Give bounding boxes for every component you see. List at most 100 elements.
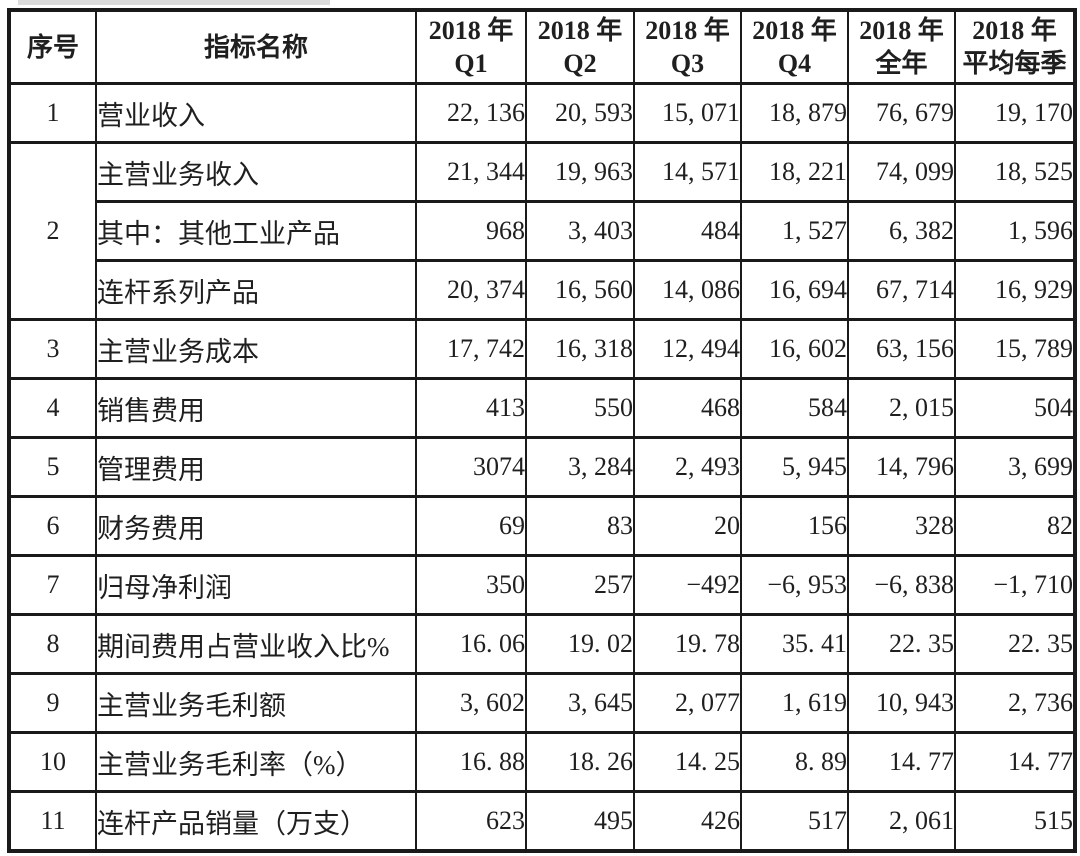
- value-cell: 584: [740, 377, 849, 439]
- header-indicator-label: 指标名称: [203, 32, 308, 62]
- value-cell: 517: [740, 790, 849, 853]
- value-cell: 515: [954, 790, 1076, 853]
- header-period-line1: 2018 年: [752, 16, 837, 45]
- value-cell: 16. 06: [415, 613, 527, 675]
- value-cell: 328: [847, 495, 956, 557]
- value-cell: 968: [415, 200, 527, 262]
- value-cell: 2, 077: [633, 672, 742, 734]
- value-cell: 16, 318: [525, 318, 635, 380]
- value-cell: 504: [954, 377, 1076, 439]
- value-cell: 3, 284: [525, 436, 635, 498]
- value-cell: 14. 77: [847, 731, 956, 793]
- value-cell: 16. 88: [415, 731, 527, 793]
- indicator-label: 管理费用: [95, 436, 417, 498]
- row-number: 6: [8, 495, 97, 557]
- value-cell: 21, 344: [415, 141, 527, 203]
- value-cell: 1, 527: [740, 200, 849, 262]
- value-cell: 69: [415, 495, 527, 557]
- table-row: 8 期间费用占营业收入比% 16. 06 19. 02 19. 78 35. 41 22. …: [8, 613, 1076, 675]
- value-cell: 3074: [415, 436, 527, 498]
- top-edge-artifact: [18, 0, 330, 5]
- header-period-q3: 2018 年 Q3: [633, 8, 742, 85]
- header-period-line1: 2018 年: [537, 16, 623, 45]
- header-period-line1: 2018 年: [972, 16, 1057, 45]
- header-period-fullyear: 2018 年 全年: [847, 8, 956, 85]
- value-cell: 3, 403: [525, 200, 635, 262]
- value-cell: 14, 086: [633, 259, 742, 321]
- indicator-label: 财务费用: [95, 495, 417, 557]
- value-cell: 3, 699: [954, 436, 1076, 498]
- value-cell: 18, 879: [740, 82, 849, 144]
- value-cell: 74, 099: [847, 141, 956, 203]
- value-cell: 67, 714: [847, 259, 956, 321]
- table-row: 2 主营业务收入 21, 344 19, 963 14, 571 18, 221 74, 0…: [8, 141, 1076, 321]
- table-row: 3 主营业务成本 17, 742 16, 318 12, 494 16, 602 63, 1…: [8, 318, 1076, 380]
- header-period-line2: Q3: [670, 49, 705, 78]
- value-cell: 3, 602: [415, 672, 527, 734]
- indicator-label: 其中：其他工业产品: [95, 200, 417, 262]
- table-row: 6 财务费用 69 83 20 156 328 82: [8, 495, 1076, 557]
- row-number: 7: [8, 554, 97, 616]
- indicator-label: 主营业务毛利额: [95, 672, 417, 734]
- value-cell: 16, 694: [740, 259, 849, 321]
- value-cell: −492: [633, 554, 742, 616]
- header-row: 序号 指标名称 2018 年 Q1 2018 年 Q2 2018 年 Q3: [8, 8, 1076, 85]
- value-cell: 83: [525, 495, 635, 557]
- row-number: 10: [8, 731, 97, 793]
- value-cell: 82: [954, 495, 1076, 557]
- row-number: 3: [8, 318, 97, 380]
- value-cell: 2, 736: [954, 672, 1076, 734]
- value-cell: 2, 493: [633, 436, 742, 498]
- header-index-label: 序号: [26, 32, 79, 62]
- indicator-label: 归母净利润: [95, 554, 417, 616]
- value-cell: 22. 35: [847, 613, 956, 675]
- value-cell: 5, 945: [740, 436, 849, 498]
- value-cell: 22. 35: [954, 613, 1076, 675]
- value-cell: 10, 943: [847, 672, 956, 734]
- value-cell: −6, 953: [740, 554, 849, 616]
- row-number: 9: [8, 672, 97, 734]
- indicator-label: 期间费用占营业收入比%: [95, 613, 417, 675]
- indicator-label: 连杆产品销量（万支）: [95, 790, 417, 853]
- table-row: 连杆系列产品 20, 374 16, 560 14, 086 16, 694 67, 71…: [9, 259, 1076, 321]
- value-cell: 14, 571: [633, 141, 742, 203]
- value-cell: 484: [633, 200, 742, 262]
- value-cell: 257: [525, 554, 635, 616]
- table-header: 序号 指标名称 2018 年 Q1 2018 年 Q2 2018 年 Q3: [8, 8, 1076, 85]
- value-cell: 20, 593: [525, 82, 635, 144]
- value-cell: 350: [415, 554, 527, 616]
- value-cell: 35. 41: [740, 613, 849, 675]
- indicator-label: 主营业务成本: [95, 318, 417, 380]
- table-row: 11 连杆产品销量（万支） 623 495 426 517 2, 061 515: [8, 790, 1076, 853]
- value-cell: 19. 78: [633, 613, 742, 675]
- value-cell: −1, 710: [954, 554, 1076, 616]
- value-cell: 468: [633, 377, 742, 439]
- indicator-label: 销售费用: [95, 377, 417, 439]
- value-cell: 12, 494: [633, 318, 742, 380]
- table-row: 10 主营业务毛利率（%） 16. 88 18. 26 14. 25 8. 89 14. 7…: [8, 731, 1076, 793]
- value-cell: 18, 525: [954, 141, 1076, 203]
- value-cell: 19. 02: [525, 613, 635, 675]
- value-cell: 1, 619: [740, 672, 849, 734]
- value-cell: 623: [415, 790, 527, 853]
- financial-quarterly-table: 序号 指标名称 2018 年 Q1 2018 年 Q2 2018 年 Q3: [7, 8, 1077, 853]
- value-cell: 2, 061: [847, 790, 956, 853]
- value-cell: 426: [633, 790, 742, 853]
- value-cell: 19, 170: [954, 82, 1076, 144]
- indicator-label: 主营业务收入: [95, 141, 417, 203]
- value-cell: 1, 596: [954, 200, 1076, 262]
- header-period-line1: 2018 年: [645, 16, 730, 45]
- header-period-q2: 2018 年 Q2: [525, 8, 635, 85]
- table-row: 7 归母净利润 350 257 −492 −6, 953 −6, 838 −1, 710: [8, 554, 1076, 616]
- row-number: 11: [8, 790, 97, 853]
- table-row: 1 营业收入 22, 136 20, 593 15, 071 18, 879 76, 679…: [8, 82, 1076, 144]
- value-cell: 15, 789: [954, 318, 1076, 380]
- table-row: 4 销售费用 413 550 468 584 2, 015 504: [8, 377, 1076, 439]
- header-period-quarterly-average: 2018 年 平均每季: [954, 8, 1076, 85]
- value-cell: 15, 071: [633, 82, 742, 144]
- indicator-label: 营业收入: [95, 82, 417, 144]
- indicator-label: 主营业务毛利率（%）: [95, 731, 417, 793]
- value-cell: 14. 25: [633, 731, 742, 793]
- row-number: 4: [8, 377, 97, 439]
